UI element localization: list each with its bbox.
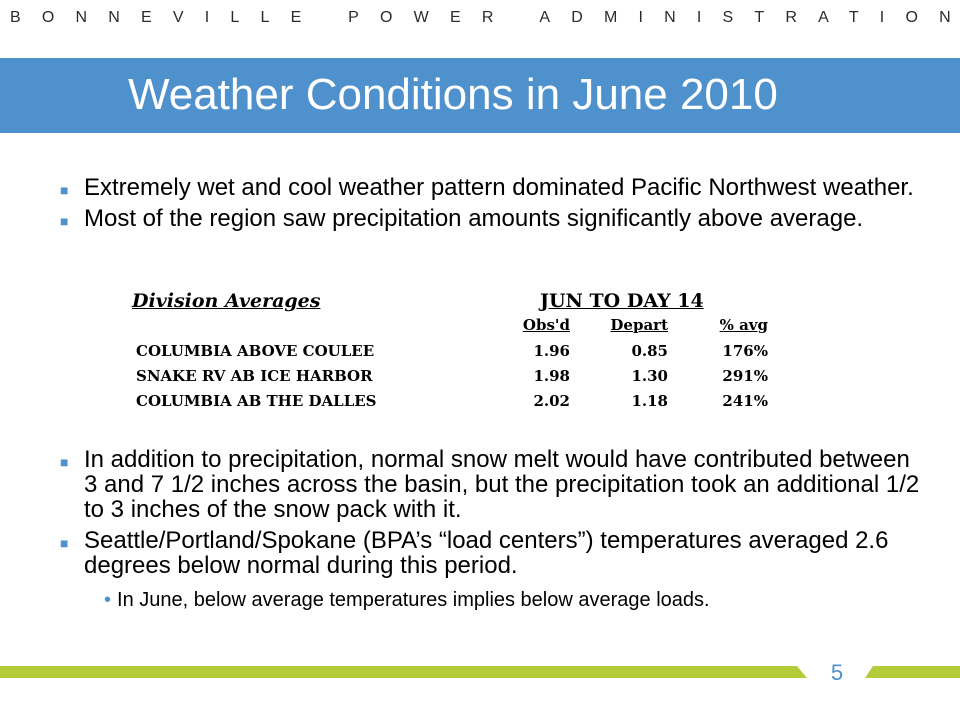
division-name: SNAKE RV AB ICE HARBOR [136,367,373,385]
pct-avg-value: 176% [722,342,768,360]
organization-name: BONNEVILLE POWER ADMINISTRATION [10,9,960,26]
square-bullet-icon: ■ [60,535,69,551]
top-bullet-list: ■ Extremely wet and cool weather pattern … [60,175,920,237]
sub-bullet-item: • In June, below average temperatures imp… [104,589,710,611]
precipitation-table: Division Averages JUN TO DAY 14 Obs'd De… [130,290,790,415]
square-bullet-icon: ■ [60,454,69,470]
division-name: COLUMBIA ABOVE COULEE [136,342,375,360]
slide-title: Weather Conditions in June 2010 [128,70,778,119]
square-bullet-icon: ■ [60,213,69,229]
depart-value: 1.18 [631,392,668,410]
division-averages-header: Division Averages [132,290,321,312]
division-name: COLUMBIA AB THE DALLES [136,392,377,410]
table-row: COLUMBIA AB THE DALLES 2.02 1.18 241% [130,392,790,416]
square-bullet-icon: ■ [60,182,69,198]
title-bar [0,58,960,133]
bullet-item: ■ Extremely wet and cool weather pattern … [60,174,914,201]
column-header-depart: Depart [610,316,668,334]
column-header-obsd: Obs'd [522,316,570,334]
bullet-item: ■ Most of the region saw precipitation am… [60,205,864,232]
pct-avg-value: 241% [722,392,768,410]
obsd-value: 2.02 [533,392,570,410]
pct-avg-value: 291% [722,367,768,385]
depart-value: 0.85 [631,342,668,360]
bullet-item: ■ In addition to precipitation, normal sn… [60,446,920,523]
bottom-bullet-list: ■ In addition to precipitation, normal sn… [60,447,920,584]
table-row: COLUMBIA ABOVE COULEE 1.96 0.85 176% [130,342,790,366]
page-number: 5 [830,660,844,685]
depart-value: 1.30 [631,367,668,385]
table-row: SNAKE RV AB ICE HARBOR 1.98 1.30 291% [130,367,790,391]
obsd-value: 1.98 [533,367,570,385]
dot-bullet-icon: • [104,589,112,611]
column-header-pct-avg: % avg [719,316,768,334]
bullet-item: ■ Seattle/Portland/Spokane (BPA’s “load c… [60,527,889,579]
period-header: JUN TO DAY 14 [540,290,704,312]
obsd-value: 1.96 [533,342,570,360]
footer-green-band [0,666,960,678]
